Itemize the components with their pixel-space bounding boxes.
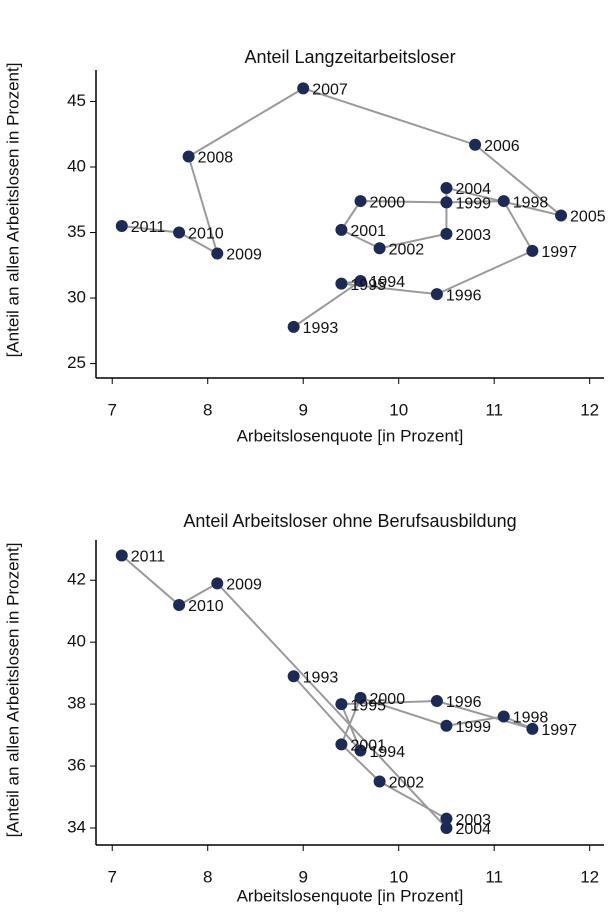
point-label: 2001 <box>350 738 386 755</box>
point <box>440 181 453 194</box>
point <box>555 209 568 222</box>
y-tick-label: 40 <box>67 156 86 175</box>
point <box>373 242 386 255</box>
x-tick-label: 8 <box>203 400 212 419</box>
x-tick-label: 11 <box>485 400 503 419</box>
y-axis-label: [Anteil an allen Arbeitslosen in Prozent… <box>3 63 22 358</box>
point-label: 1998 <box>513 194 549 211</box>
x-tick-label: 9 <box>298 400 307 419</box>
x-tick-label: 8 <box>203 867 212 886</box>
point <box>440 821 453 834</box>
point-label: 2001 <box>350 223 386 240</box>
x-tick-label: 12 <box>580 867 599 886</box>
point-label: 2004 <box>455 821 491 838</box>
x-tick-label: 11 <box>485 867 503 886</box>
x-tick-label: 9 <box>298 867 307 886</box>
point <box>115 219 128 232</box>
point-label: 2008 <box>198 150 234 167</box>
point <box>469 138 482 151</box>
point-label: 1999 <box>455 196 491 213</box>
y-tick-label: 30 <box>67 288 86 307</box>
x-tick-label: 7 <box>107 867 116 886</box>
point <box>335 698 348 711</box>
y-axis-label: [Anteil an allen Arbeitslosen in Prozent… <box>3 543 22 838</box>
point-label: 1994 <box>370 274 406 291</box>
y-tick-label: 40 <box>67 632 86 651</box>
point-label: 1994 <box>370 744 406 761</box>
point-label: 1997 <box>541 244 577 261</box>
point <box>354 275 367 288</box>
point <box>335 277 348 290</box>
connecting-line <box>121 87 562 328</box>
point-label: 2009 <box>226 247 262 264</box>
point <box>526 722 539 735</box>
point-label: 1997 <box>541 722 577 739</box>
point-label: 1999 <box>455 719 491 736</box>
point <box>440 227 453 240</box>
point-label: 1996 <box>446 694 482 711</box>
point <box>115 549 128 562</box>
point <box>526 244 539 257</box>
point <box>335 223 348 236</box>
x-axis-label: Arbeitslosenquote [in Prozent] <box>237 886 464 905</box>
point <box>440 719 453 732</box>
point <box>287 670 300 683</box>
point <box>497 710 510 723</box>
point-label: 1998 <box>513 710 549 727</box>
x-axis-label: Arbeitslosenquote [in Prozent] <box>237 426 464 445</box>
x-tick-label: 10 <box>389 867 408 886</box>
point <box>287 320 300 333</box>
point-label: 2004 <box>455 181 491 198</box>
y-tick-label: 36 <box>67 756 86 775</box>
point <box>354 744 367 757</box>
y-tick-label: 25 <box>67 353 86 372</box>
point <box>335 738 348 751</box>
point <box>354 195 367 208</box>
chart-title: Anteil Arbeitsloser ohne Berufsausbildun… <box>183 511 516 531</box>
y-tick-label: 42 <box>67 570 86 589</box>
point-label: 2002 <box>389 241 425 258</box>
x-tick-label: 7 <box>107 400 116 419</box>
point <box>497 195 510 208</box>
point <box>211 577 224 590</box>
point-label: 2006 <box>484 138 520 155</box>
point-label: 2000 <box>370 691 406 708</box>
y-tick-label: 34 <box>67 817 86 836</box>
point-label: 1993 <box>303 320 339 337</box>
point-label: 2009 <box>226 577 262 594</box>
point <box>373 775 386 788</box>
point <box>182 150 195 163</box>
point-label: 2005 <box>570 209 606 226</box>
y-tick-label: 38 <box>67 694 86 713</box>
point-label: 2010 <box>188 598 224 615</box>
point-label: 2003 <box>455 812 491 829</box>
point-label: 2000 <box>370 194 406 211</box>
point <box>440 196 453 209</box>
point-label: 2010 <box>188 226 224 243</box>
point-label: 2003 <box>455 227 491 244</box>
x-tick-label: 12 <box>580 400 599 419</box>
point <box>173 226 186 239</box>
connecting-line <box>121 554 533 831</box>
point <box>430 695 443 708</box>
point <box>173 599 186 612</box>
y-tick-label: 45 <box>67 91 86 110</box>
point <box>440 812 453 825</box>
point-label: 2011 <box>131 549 166 566</box>
point <box>430 288 443 301</box>
point-label: 2011 <box>131 219 166 236</box>
point <box>354 691 367 704</box>
point-label: 2007 <box>312 82 348 99</box>
point <box>297 82 310 95</box>
point-label: 1995 <box>350 697 386 714</box>
point <box>211 247 224 260</box>
chart-title: Anteil Langzeitarbeitsloser <box>244 47 455 67</box>
point-label: 1995 <box>350 277 386 294</box>
point-label: 1996 <box>446 287 482 304</box>
point-label: 1993 <box>303 669 339 686</box>
x-tick-label: 10 <box>389 400 408 419</box>
y-tick-label: 35 <box>67 222 86 241</box>
point-label: 2002 <box>389 775 425 792</box>
